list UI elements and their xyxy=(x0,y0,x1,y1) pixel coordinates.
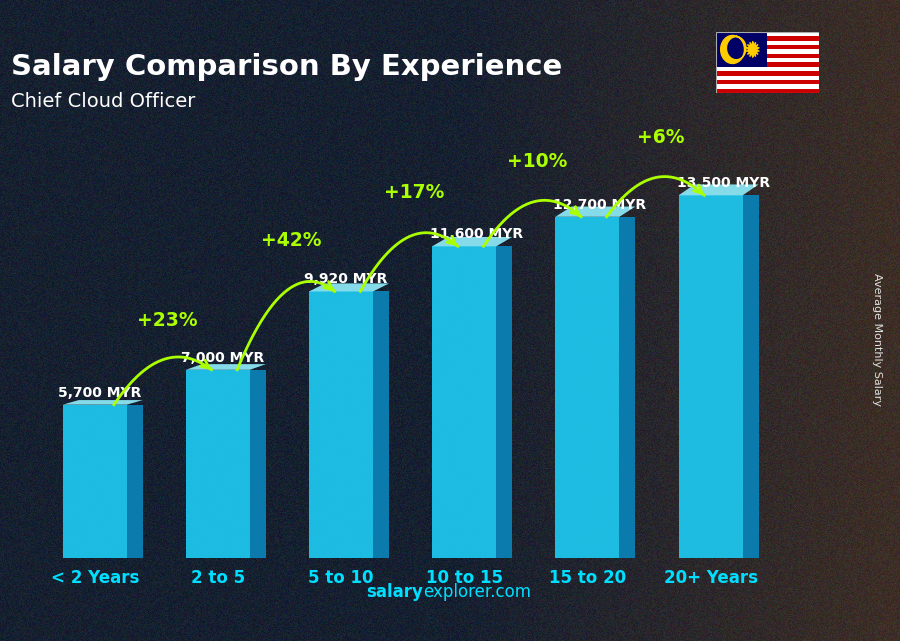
Bar xyxy=(716,88,819,93)
Bar xyxy=(716,54,819,58)
Polygon shape xyxy=(374,292,389,558)
Bar xyxy=(716,63,819,67)
Bar xyxy=(716,37,819,41)
Text: Chief Cloud Officer: Chief Cloud Officer xyxy=(11,92,195,111)
Polygon shape xyxy=(186,364,266,370)
Bar xyxy=(716,45,819,49)
Polygon shape xyxy=(746,42,760,57)
Polygon shape xyxy=(432,237,512,246)
Polygon shape xyxy=(309,292,374,558)
Polygon shape xyxy=(496,246,512,558)
Text: 13,500 MYR: 13,500 MYR xyxy=(678,176,770,190)
Polygon shape xyxy=(619,217,635,558)
Text: +6%: +6% xyxy=(636,128,684,147)
Polygon shape xyxy=(555,217,619,558)
Bar xyxy=(716,49,819,54)
Bar xyxy=(716,32,819,37)
Text: Average Monthly Salary: Average Monthly Salary xyxy=(872,273,883,406)
Polygon shape xyxy=(721,35,746,63)
Bar xyxy=(716,84,819,88)
Polygon shape xyxy=(309,283,389,292)
Polygon shape xyxy=(127,404,143,558)
Text: Salary Comparison By Experience: Salary Comparison By Experience xyxy=(11,53,562,81)
Polygon shape xyxy=(127,404,143,558)
Polygon shape xyxy=(496,246,512,558)
Bar xyxy=(716,41,819,45)
Text: 11,600 MYR: 11,600 MYR xyxy=(430,227,523,241)
Polygon shape xyxy=(250,370,266,558)
Bar xyxy=(716,58,819,63)
Text: salary: salary xyxy=(366,583,423,601)
Text: 7,000 MYR: 7,000 MYR xyxy=(181,351,265,365)
Bar xyxy=(716,76,819,80)
Bar xyxy=(716,32,767,67)
Polygon shape xyxy=(63,400,143,404)
Polygon shape xyxy=(742,196,759,558)
Text: 12,700 MYR: 12,700 MYR xyxy=(553,197,646,212)
Polygon shape xyxy=(619,217,635,558)
Text: 9,920 MYR: 9,920 MYR xyxy=(304,272,388,287)
Polygon shape xyxy=(679,185,759,196)
Polygon shape xyxy=(63,404,127,558)
Polygon shape xyxy=(250,370,266,558)
Bar xyxy=(716,71,819,76)
Text: +10%: +10% xyxy=(507,152,567,171)
Polygon shape xyxy=(742,196,759,558)
Polygon shape xyxy=(679,196,742,558)
Polygon shape xyxy=(432,246,496,558)
Text: +23%: +23% xyxy=(138,311,198,330)
Text: +17%: +17% xyxy=(383,183,444,203)
Bar xyxy=(716,80,819,84)
Polygon shape xyxy=(374,292,389,558)
Text: explorer.com: explorer.com xyxy=(423,583,531,601)
Text: 5,700 MYR: 5,700 MYR xyxy=(58,385,141,399)
Bar xyxy=(716,67,819,71)
Polygon shape xyxy=(555,206,635,217)
Polygon shape xyxy=(186,370,250,558)
Text: +42%: +42% xyxy=(260,231,321,249)
